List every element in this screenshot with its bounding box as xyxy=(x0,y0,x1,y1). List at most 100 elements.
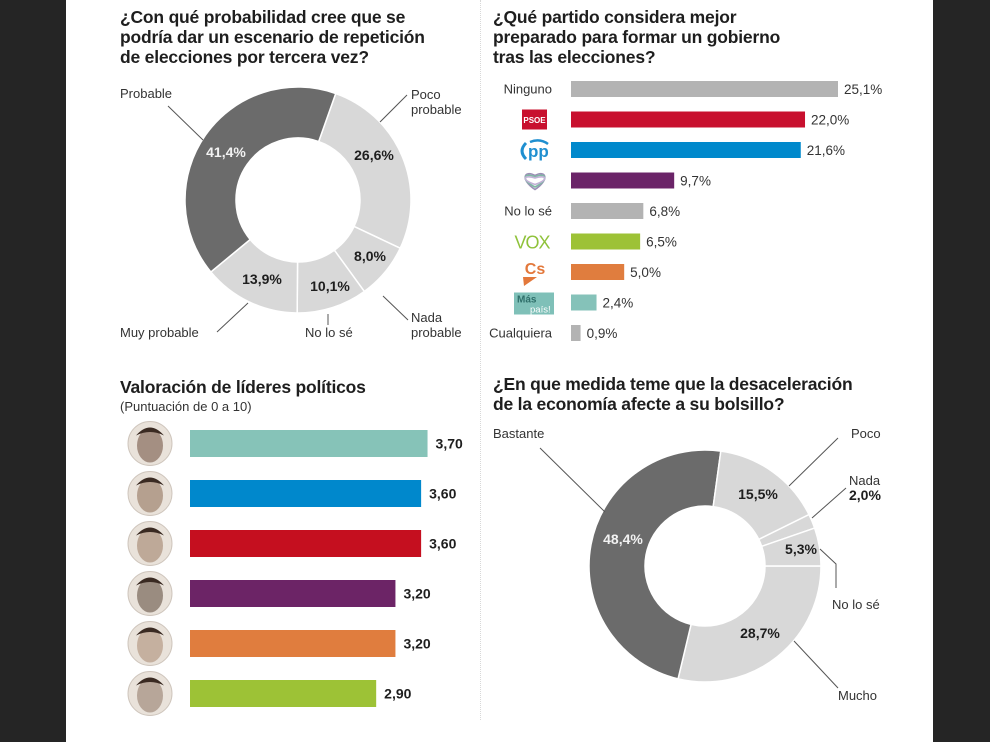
avatar-face xyxy=(137,578,163,613)
slice-category-label: Mucho xyxy=(838,688,877,703)
chart-title-partido: ¿Qué partido considera mejor preparado p… xyxy=(493,7,780,67)
slice-category-label: Nada xyxy=(849,473,881,488)
slice-value-label: 13,9% xyxy=(242,271,282,287)
slice-value-label: 48,4% xyxy=(603,531,643,547)
title-line: ¿Qué partido considera mejor xyxy=(493,7,737,27)
bar-value-label: 3,60 xyxy=(429,486,456,502)
title-line: de elecciones por tercera vez? xyxy=(120,47,369,67)
slice-category-label: probable xyxy=(411,102,462,117)
bar xyxy=(190,480,422,507)
title-line: preparado para formar un gobierno xyxy=(493,27,781,47)
bar xyxy=(190,430,428,457)
bar xyxy=(571,294,597,311)
bar-value-label: 3,60 xyxy=(429,536,456,552)
bar-chart-partido: 25,1% Ninguno 22,0% PSOE 21,6% pp 9,7%6,8% No l… xyxy=(489,81,882,341)
bar xyxy=(571,142,801,158)
chart-title-lideres: Valoración de líderes políticos xyxy=(120,377,366,397)
bar xyxy=(571,111,806,128)
bar xyxy=(571,172,675,189)
psoe-logo-icon: PSOE xyxy=(522,109,547,130)
avatar-hair xyxy=(136,577,164,586)
bar-value-label: 6,5% xyxy=(646,235,677,250)
bar-value-label: 6,8% xyxy=(649,204,680,219)
bar xyxy=(571,264,625,280)
slice-value-label: 5,3% xyxy=(785,541,817,557)
avatar-hair xyxy=(136,477,164,486)
avatar-face xyxy=(137,678,163,713)
svg-text:pp: pp xyxy=(528,142,549,161)
avatar-border xyxy=(127,671,173,716)
leader-avatar xyxy=(127,421,173,466)
avatar-hair xyxy=(136,627,164,636)
donut-chart-repeticion: 26,6%Pocoprobable8,0%Nadaprobable10,1%No… xyxy=(120,86,462,340)
slice-category-label: Poco xyxy=(851,426,881,441)
title-line: ¿En que medida teme que la desaceleració… xyxy=(493,374,853,394)
avatar-border xyxy=(127,571,173,616)
avatar-border xyxy=(127,471,173,516)
bar-value-label: 25,1% xyxy=(844,82,882,97)
svg-text:PSOE: PSOE xyxy=(523,116,546,125)
leader-line xyxy=(788,437,839,487)
bar-value-label: 21,6% xyxy=(807,143,845,158)
bar xyxy=(571,233,641,250)
slice-category-label: No lo sé xyxy=(832,597,880,612)
title-line: podría dar un escenario de repetición xyxy=(120,27,425,47)
bar-value-label: 3,20 xyxy=(403,636,430,652)
title-line: tras las elecciones? xyxy=(493,47,656,67)
podemos-heart-logo-icon xyxy=(524,172,546,191)
avatar-face xyxy=(137,528,163,563)
title-line: ¿Con qué probabilidad cree que se xyxy=(120,7,406,27)
bar-value-label: 5,0% xyxy=(630,265,661,280)
avatar-face xyxy=(137,628,163,663)
bar-value-label: 22,0% xyxy=(811,113,849,128)
leader-avatar xyxy=(127,521,173,566)
bar-value-label: 9,7% xyxy=(680,174,711,189)
chart-subtitle-lideres: (Puntuación de 0 a 10) xyxy=(120,399,252,414)
avatar-hair xyxy=(136,527,164,536)
slice-value-label: 26,6% xyxy=(354,147,394,163)
leader-line xyxy=(539,447,606,513)
avatar-border xyxy=(127,421,173,466)
avatar-face xyxy=(137,478,163,513)
avatar-hair xyxy=(136,427,164,436)
bar xyxy=(571,325,581,341)
chart-title-repeticion: ¿Con qué probabilidad cree que se podría… xyxy=(120,7,425,67)
donut-slice xyxy=(760,527,822,567)
cs-logo-icon: Cs xyxy=(523,261,545,286)
slice-value-label: 2,0% xyxy=(849,487,881,503)
leader-line xyxy=(811,487,847,519)
leader-avatar xyxy=(127,471,173,516)
svg-text:Cs: Cs xyxy=(525,261,546,278)
avatar-hair xyxy=(136,677,164,686)
category-label: No lo sé xyxy=(504,204,552,219)
slice-value-label: 41,4% xyxy=(206,144,246,160)
leader-avatar xyxy=(127,571,173,616)
slice-category-label: Muy probable xyxy=(120,325,199,340)
svg-text:VOX: VOX xyxy=(514,233,550,253)
category-label: Ninguno xyxy=(504,82,552,97)
slice-value-label: 10,1% xyxy=(310,278,350,294)
bar-value-label: 3,20 xyxy=(403,586,430,602)
avatar-border xyxy=(127,521,173,566)
bar-value-label: 2,4% xyxy=(603,296,634,311)
vox-logo-icon: VOX xyxy=(514,233,551,253)
leader-line xyxy=(216,302,249,333)
chart-title-desaceleracion: ¿En que medida teme que la desaceleració… xyxy=(493,374,853,414)
bar xyxy=(190,580,396,607)
pp-logo-icon: pp xyxy=(520,139,549,161)
bar xyxy=(190,680,377,707)
donut-slice xyxy=(317,92,412,250)
bar xyxy=(190,530,422,557)
slice-category-label: probable xyxy=(411,325,462,340)
leader-avatar xyxy=(127,621,173,666)
donut-slice xyxy=(677,565,822,683)
bar-value-label: 2,90 xyxy=(384,686,411,702)
bar xyxy=(190,630,396,657)
bar xyxy=(571,81,838,97)
slice-category-label: Poco xyxy=(411,87,441,102)
slice-category-label: Bastante xyxy=(493,426,544,441)
leader-line xyxy=(167,105,204,141)
category-label: Cualquiera xyxy=(489,326,553,341)
